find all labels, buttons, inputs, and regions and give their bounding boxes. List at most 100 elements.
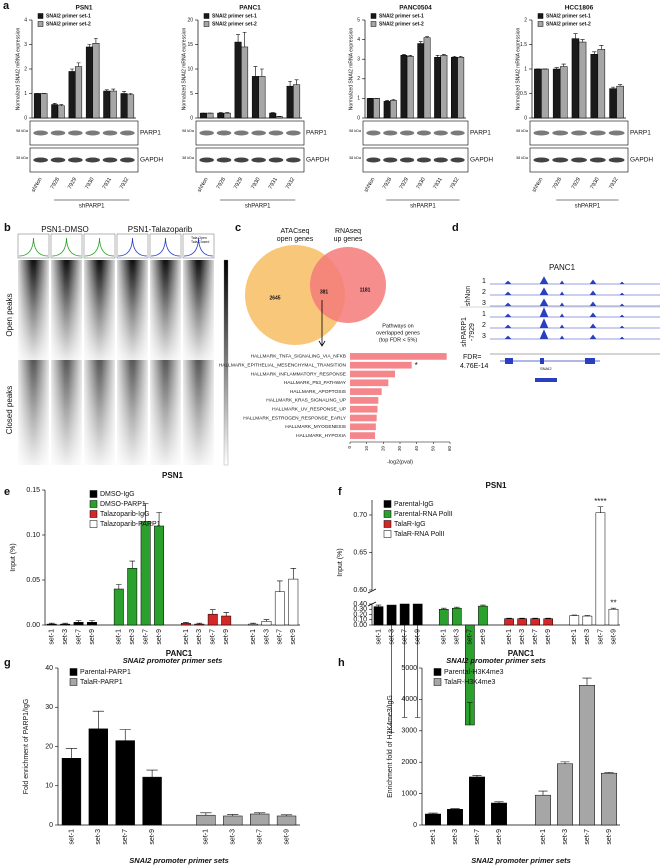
y-tick-label: 0.10 — [26, 532, 40, 539]
legend-swatch — [203, 21, 210, 27]
y-tick-label: 0 — [49, 822, 53, 829]
x-tick-label: 7932 — [285, 177, 296, 191]
error-bar — [183, 622, 189, 624]
track-peaks — [504, 287, 625, 296]
error-bar — [288, 80, 293, 87]
exon — [505, 358, 513, 364]
x-tick-label: set-3 — [584, 629, 591, 645]
x-tick-label: set-9 — [496, 829, 503, 845]
profile-curve — [18, 237, 49, 257]
blot-band — [383, 130, 398, 136]
bar — [293, 84, 301, 119]
bar — [60, 623, 71, 626]
blot-band — [400, 130, 415, 136]
error-bar — [532, 617, 538, 619]
bar — [469, 776, 485, 826]
bar — [350, 370, 395, 378]
profile-box — [116, 233, 149, 259]
blot-band — [450, 157, 465, 163]
blot-band — [366, 157, 381, 163]
profile-box — [17, 233, 50, 259]
legend-swatch — [383, 530, 392, 538]
error-bar — [263, 619, 270, 622]
x-tick-label: 7929 — [399, 177, 410, 191]
track-peaks — [504, 329, 625, 340]
error-bar — [48, 622, 55, 625]
x-tick-label: set-3 — [230, 829, 237, 845]
blot-band — [234, 157, 249, 163]
legend-label: DMSO-IgG — [100, 491, 135, 498]
x-tick-label: set-1 — [375, 629, 382, 645]
x-tick-label: 7929 — [571, 177, 582, 191]
legend-swatch — [383, 520, 392, 528]
x-tick-label: set-1 — [250, 629, 257, 645]
exon — [585, 358, 595, 364]
y-axis-label: Normalized SNAI2 mRNA expression — [15, 28, 21, 111]
bar — [373, 606, 384, 626]
bar — [366, 98, 374, 119]
blot-name: PARP1 — [306, 130, 327, 137]
legend-label: SNAI2 primer set-1 — [46, 13, 91, 19]
y-tick-label: 4 — [24, 17, 27, 23]
y-axis-label: Input (%) — [10, 543, 17, 571]
legend-label: TalaR-H3K4me3 — [444, 679, 495, 686]
blot-band — [120, 157, 135, 163]
x-tick-label: set-1 — [116, 629, 123, 645]
y-axis-label: Input (%) — [337, 548, 344, 576]
x-tick-label: set-1 — [540, 829, 547, 845]
error-bar — [458, 55, 463, 58]
chart-title: Pathways on — [382, 323, 414, 329]
heat-fade — [84, 260, 115, 465]
bar — [434, 56, 441, 119]
legend-swatch — [89, 520, 98, 528]
legend-label: SNAI2 primer set-2 — [46, 21, 91, 27]
x-tick-label: 7931 — [102, 177, 113, 191]
error-bar — [62, 622, 68, 625]
y-tick-label: 0.05 — [26, 577, 40, 584]
error-bar — [580, 39, 585, 43]
bar — [275, 116, 283, 119]
bar — [85, 46, 93, 119]
panel-letter: e — [4, 486, 10, 498]
legend-swatch — [383, 510, 392, 518]
group-label: shPARP1 — [461, 317, 468, 347]
annotation: ** — [610, 598, 616, 607]
venn-label: open genes — [277, 236, 314, 243]
error-bar — [119, 729, 131, 741]
y-tick-label: 0.5 — [520, 91, 527, 97]
profile-curve — [117, 237, 148, 257]
x-tick-label: shNon — [31, 177, 44, 194]
bar — [350, 388, 382, 395]
x-tick-label: set-7 — [277, 629, 284, 645]
bar — [438, 609, 449, 626]
error-bar — [584, 615, 591, 617]
error-bar — [545, 617, 551, 619]
blot-size: 98 kDa — [182, 129, 195, 133]
legend-label: SNAI2 primer set-1 — [546, 13, 591, 19]
error-bar — [408, 54, 413, 57]
error-bar — [128, 93, 133, 95]
blot-name: PARP1 — [470, 130, 491, 137]
bar — [206, 112, 214, 119]
error-bar — [375, 604, 382, 607]
blot-band — [433, 157, 448, 163]
bar — [350, 414, 377, 422]
profile-curve — [51, 237, 82, 257]
y-tick-label: 0.10 — [353, 617, 367, 624]
row-label: Open peaks — [5, 293, 14, 336]
legend-swatch — [370, 21, 377, 27]
error-bar — [75, 620, 82, 623]
x-axis-label: SNAI2 promoter primer sets — [471, 856, 571, 865]
error-bar — [146, 769, 158, 778]
bar — [478, 605, 488, 626]
error-bar — [253, 66, 258, 77]
y-tick-label: 0.00 — [26, 622, 40, 629]
x-tick-label: set-7 — [532, 629, 539, 645]
heat-fade — [117, 260, 148, 465]
y-tick-label: 2 — [524, 17, 527, 23]
error-bar — [254, 812, 266, 815]
y-tick-label: 0 — [413, 822, 417, 829]
row-label: 3 — [482, 333, 486, 340]
blot-band — [234, 130, 249, 136]
